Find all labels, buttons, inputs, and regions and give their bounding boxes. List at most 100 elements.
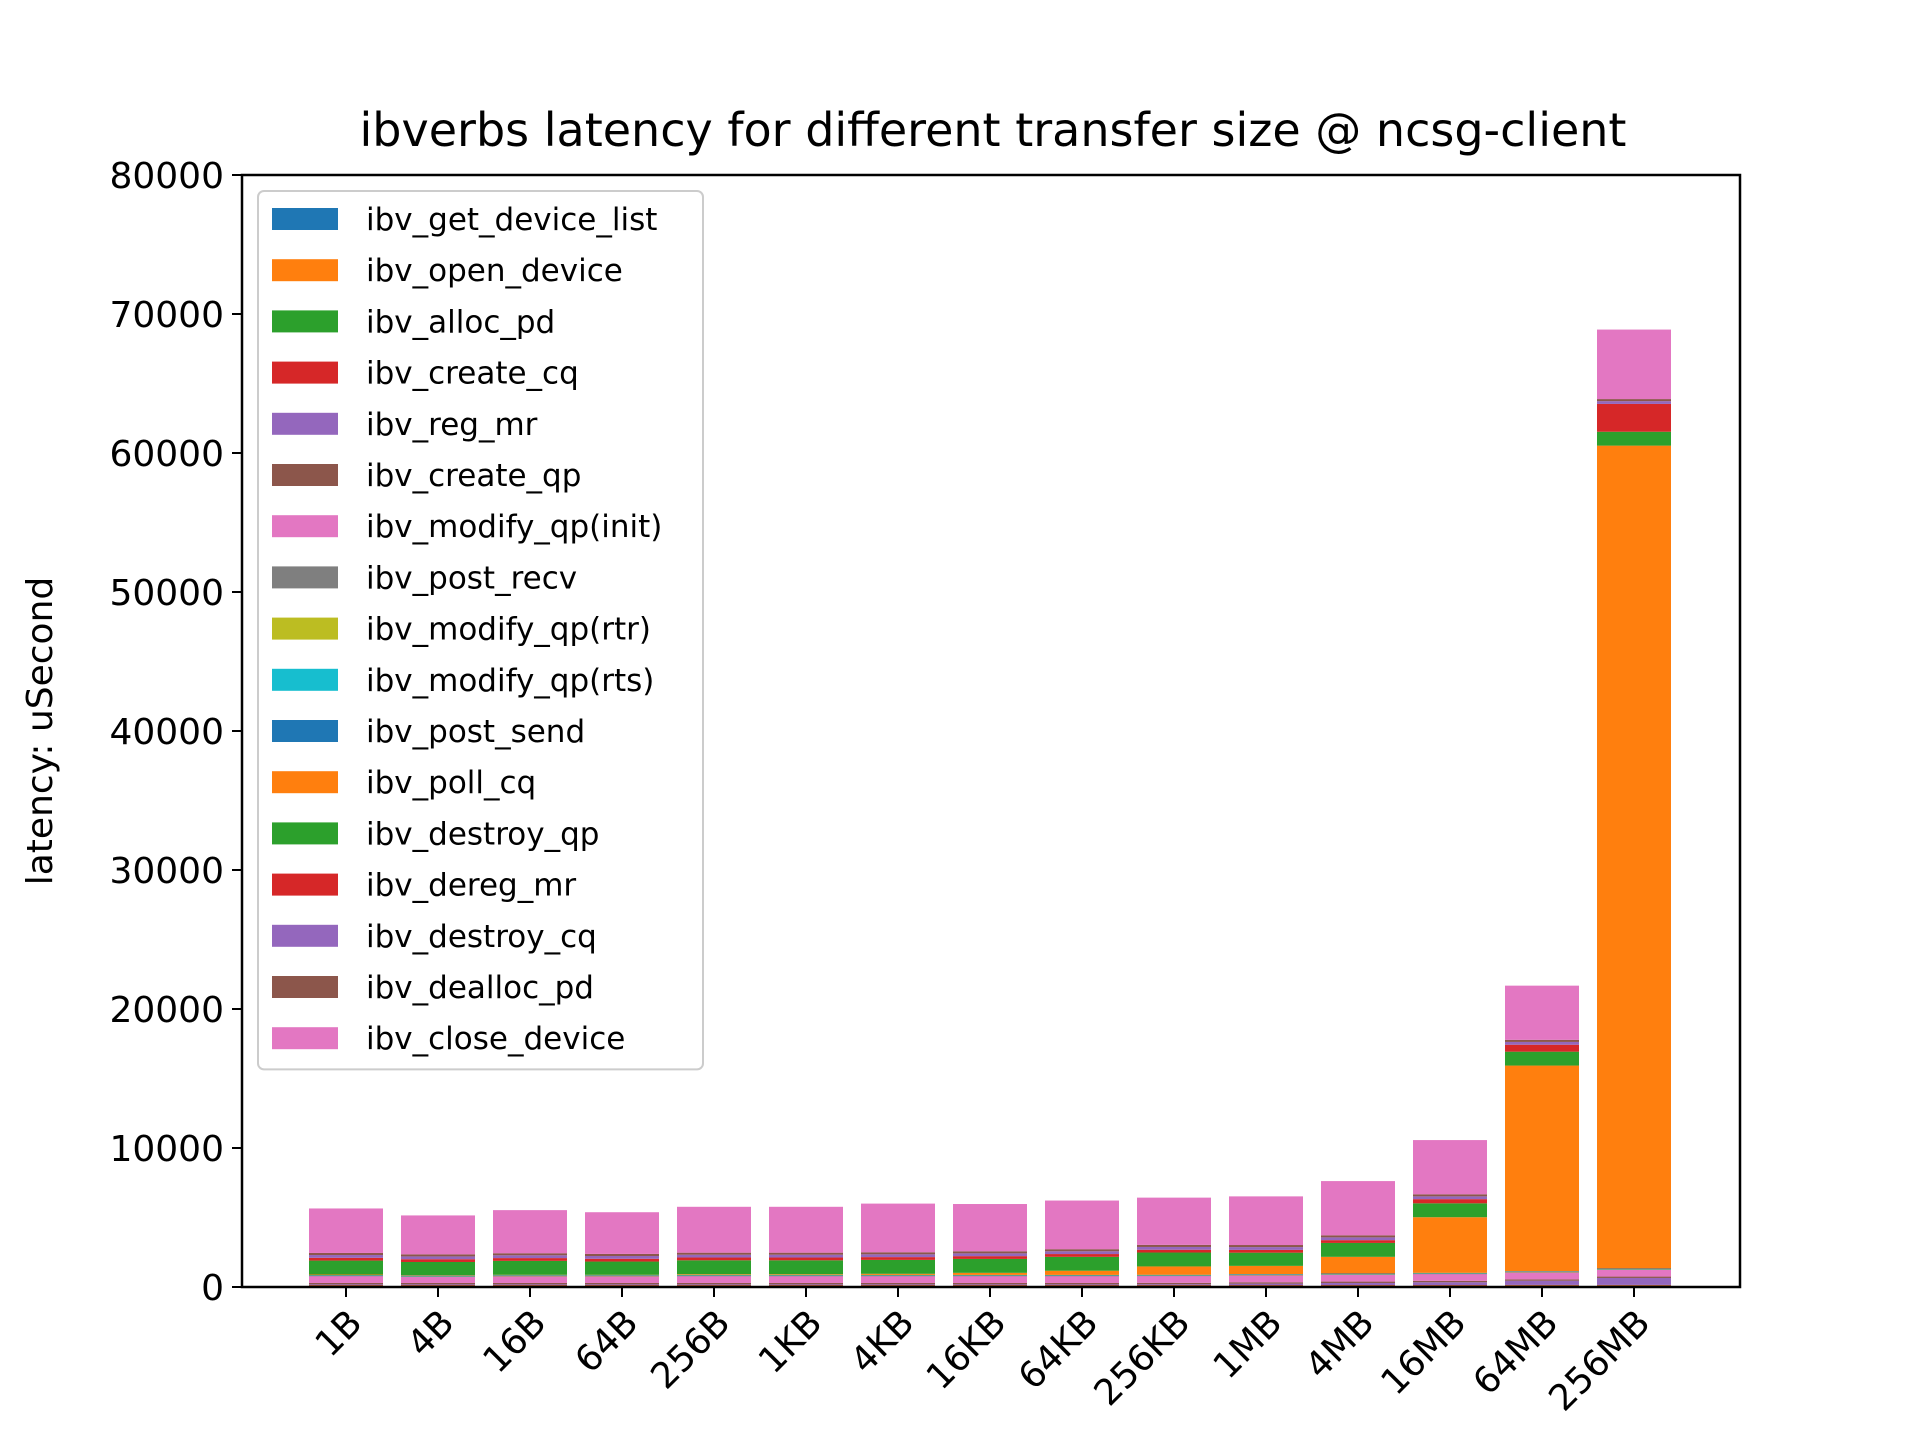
bar-segment-1KB-ibv_alloc_pd (769, 1285, 843, 1286)
bar-segment-4B-ibv_post_send (401, 1275, 475, 1277)
x-tick-label: 4MB (1298, 1302, 1383, 1387)
bar-segment-256KB-ibv_destroy_qp (1137, 1252, 1211, 1267)
bar-segment-64B-ibv_destroy_cq (585, 1256, 659, 1259)
bar-segment-4B-ibv_create_cq (401, 1285, 475, 1286)
bar-segment-4MB-ibv_modify_qp(rts) (1321, 1273, 1395, 1275)
bar-segment-4B-ibv_dereg_mr (401, 1259, 475, 1262)
x-tick-label: 256MB (1541, 1302, 1658, 1419)
y-axis: 0 10000 20000 30000 40000 50000 60000 70000 8000… (109, 156, 242, 1309)
bar-segment-16KB-ibv_dealloc_pd (953, 1251, 1027, 1254)
legend-label: ibv_dereg_mr (366, 868, 576, 904)
bar-segment-1B-ibv_post_send (309, 1274, 383, 1276)
y-tick-label: 70000 (109, 295, 224, 336)
bar-segment-256KB-ibv_dealloc_pd (1137, 1244, 1211, 1247)
legend-label: ibv_dealloc_pd (366, 970, 594, 1006)
bar-segment-16KB-ibv_poll_cq (953, 1272, 1027, 1275)
bar-segment-64B-ibv_create_qp (585, 1282, 659, 1285)
bar-segment-1KB-ibv_dealloc_pd (769, 1252, 843, 1255)
legend-label: ibv_create_qp (366, 458, 581, 494)
legend-swatch (272, 464, 338, 486)
legend-label: ibv_poll_cq (366, 765, 536, 801)
bar-segment-256MB-ibv_reg_mr (1597, 1277, 1671, 1285)
bar-segment-1B-ibv_poll_cq (309, 1274, 383, 1275)
bar-segment-64B-ibv_dealloc_pd (585, 1253, 659, 1257)
bar-segment-64B-ibv_close_device (585, 1212, 659, 1254)
bar-segment-4KB-ibv_reg_mr (861, 1284, 935, 1286)
bar-segment-256B-ibv_alloc_pd (677, 1285, 751, 1286)
bar-segment-16KB-ibv_reg_mr (953, 1284, 1027, 1286)
bar-segment-1B-ibv_alloc_pd (309, 1285, 383, 1286)
bar-segment-16MB-ibv_destroy_cq (1413, 1196, 1487, 1200)
bar-segment-256MB-ibv_poll_cq (1597, 445, 1671, 1269)
bar-segment-64MB-ibv_close_device (1505, 985, 1579, 1040)
bar-segment-64KB-ibv_alloc_pd (1045, 1285, 1119, 1286)
bar-segment-256B-ibv_close_device (677, 1206, 751, 1253)
bar-segment-256MB-ibv_modify_qp(rtr) (1597, 1269, 1671, 1270)
bar-segment-16MB-ibv_modify_qp(rts) (1413, 1273, 1487, 1274)
bar-segment-256KB-ibv_post_recv (1137, 1275, 1211, 1277)
bar-segment-64MB-ibv_destroy_cq (1505, 1041, 1579, 1045)
bar-segment-16KB-ibv_destroy_qp (953, 1258, 1027, 1273)
bar-segment-1KB-ibv_modify_qp(init) (769, 1276, 843, 1283)
bar-segment-64B-ibv_modify_qp(init) (585, 1276, 659, 1283)
bar-segment-64MB-ibv_post_send (1505, 1271, 1579, 1272)
bar-segment-4KB-ibv_modify_qp(rtr) (861, 1275, 935, 1276)
bar-segment-1MB-ibv_dereg_mr (1229, 1249, 1303, 1253)
legend-swatch (272, 720, 338, 742)
bar-segment-4B-ibv_alloc_pd (401, 1285, 475, 1286)
legend-label: ibv_create_cq (366, 356, 579, 392)
bar-segment-1B-ibv_dereg_mr (309, 1257, 383, 1261)
y-tick-label: 30000 (109, 851, 224, 892)
bar-segment-1MB-ibv_post_send (1229, 1274, 1303, 1275)
bar-segment-1B-ibv_modify_qp(rtr) (309, 1275, 383, 1276)
bar-segment-1MB-ibv_destroy_qp (1229, 1252, 1303, 1266)
x-tick-label: 16B (476, 1302, 555, 1381)
bar-segment-256KB-ibv_poll_cq (1137, 1266, 1211, 1275)
bar-segment-4KB-ibv_modify_qp(init) (861, 1276, 935, 1283)
bar-segment-256B-ibv_post_send (677, 1274, 751, 1276)
bar-segment-4KB-ibv_destroy_qp (861, 1259, 935, 1274)
bar-segment-4MB-ibv_post_recv (1321, 1274, 1395, 1275)
legend-label: ibv_close_device (366, 1021, 625, 1057)
bar-segment-16KB-ibv_modify_qp(rtr) (953, 1275, 1027, 1276)
y-tick-label: 60000 (109, 434, 224, 475)
bar-segment-64KB-ibv_create_qp (1045, 1282, 1119, 1285)
bar-segment-16B-ibv_create_cq (493, 1285, 567, 1286)
bar-segment-64KB-ibv_post_recv (1045, 1275, 1119, 1277)
bar-segment-1MB-ibv_modify_qp(init) (1229, 1275, 1303, 1283)
bar-segment-1MB-ibv_dealloc_pd (1229, 1245, 1303, 1248)
bar-segment-1B-ibv_modify_qp(init) (309, 1276, 383, 1283)
bar-segment-16MB-ibv_alloc_pd (1413, 1285, 1487, 1286)
bar-segment-16B-ibv_modify_qp(init) (493, 1276, 567, 1283)
bar-segment-64KB-ibv_destroy_cq (1045, 1251, 1119, 1255)
bar-segment-1KB-ibv_dereg_mr (769, 1257, 843, 1261)
bar-segment-16MB-ibv_post_send (1413, 1272, 1487, 1274)
bar-segment-1KB-ibv_destroy_cq (769, 1254, 843, 1258)
bar-segment-64KB-ibv_destroy_qp (1045, 1256, 1119, 1271)
bar-segment-256MB-ibv_post_send (1597, 1268, 1671, 1270)
x-tick-label: 64B (568, 1302, 647, 1381)
bar-segment-256KB-ibv_modify_qp(init) (1137, 1275, 1211, 1283)
bar-segment-16B-ibv_modify_qp(rts) (493, 1275, 567, 1276)
bar-segment-64KB-ibv_modify_qp(rtr) (1045, 1275, 1119, 1276)
bar-segment-64MB-ibv_create_cq (1505, 1284, 1579, 1286)
bar-segment-1KB-ibv_post_send (769, 1274, 843, 1276)
bar-segment-64B-ibv_destroy_qp (585, 1261, 659, 1275)
bar-segment-256KB-ibv_dereg_mr (1137, 1249, 1211, 1253)
bar-segment-16B-ibv_alloc_pd (493, 1285, 567, 1286)
y-tick-label: 50000 (109, 573, 224, 614)
bar-segment-64MB-ibv_poll_cq (1505, 1065, 1579, 1272)
bar-segment-64B-ibv_dereg_mr (585, 1258, 659, 1262)
bar-segment-256B-ibv_create_qp (677, 1282, 751, 1285)
x-tick-label: 4B (400, 1302, 463, 1365)
legend-label: ibv_get_device_list (366, 202, 657, 238)
legend-swatch (272, 515, 338, 538)
bar-segment-16B-ibv_close_device (493, 1210, 567, 1254)
bar-segment-4MB-ibv_close_device (1321, 1181, 1395, 1236)
bar-segment-16KB-ibv_alloc_pd (953, 1285, 1027, 1286)
legend-label: ibv_alloc_pd (366, 304, 555, 340)
legend-swatch (272, 976, 338, 998)
legend-swatch (272, 771, 338, 794)
bar-segment-1B-ibv_create_cq (309, 1285, 383, 1286)
